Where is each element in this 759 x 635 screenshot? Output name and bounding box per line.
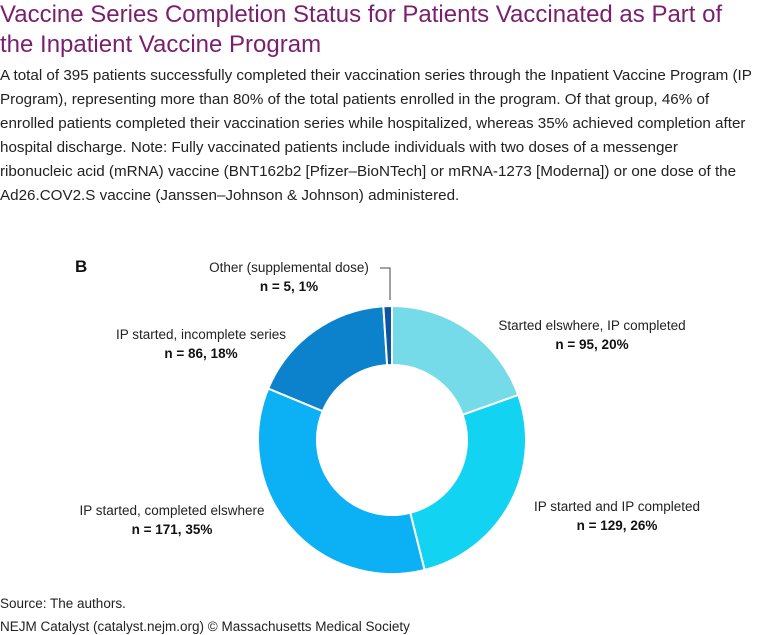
slice-labels: Started elswhere, IP completed n = 95, 20… bbox=[79, 260, 700, 537]
donut-chart: Started elswhere, IP completed n = 95, 20… bbox=[79, 260, 700, 575]
label-ip-started-completed-elsewhere-name: IP started, completed elswhere bbox=[79, 503, 264, 518]
label-started-elsewhere-name: Started elswhere, IP completed bbox=[498, 318, 685, 333]
donut-slices bbox=[257, 304, 527, 575]
label-other-supplemental-name: Other (supplemental dose) bbox=[209, 260, 369, 275]
slice-ip-started-incomplete bbox=[266, 305, 389, 413]
label-ip-started-completed-elsewhere-value: n = 171, 35% bbox=[132, 522, 213, 537]
leader-line-other bbox=[380, 267, 391, 300]
chart-title: Vaccine Series Completion Status for Pat… bbox=[0, 1, 723, 58]
label-started-elsewhere-value: n = 95, 20% bbox=[555, 337, 628, 352]
label-ip-started-completed-name: IP started and IP completed bbox=[534, 499, 700, 514]
label-ip-started-completed-value: n = 129, 26% bbox=[577, 518, 658, 533]
slice-other-supplemental bbox=[382, 304, 393, 367]
slice-ip-started-ip-completed bbox=[409, 393, 527, 572]
label-ip-started-incomplete-value: n = 86, 18% bbox=[164, 346, 237, 361]
slice-started-elsewhere-ip-completed bbox=[391, 304, 520, 417]
panel-label: B bbox=[75, 257, 88, 276]
slice-ip-started-completed-elsewhere bbox=[257, 387, 426, 575]
label-other-supplemental-value: n = 5, 1% bbox=[260, 279, 318, 294]
leader-lines bbox=[380, 267, 391, 300]
chart-description: A total of 395 patients successfully com… bbox=[0, 67, 752, 204]
label-ip-started-incomplete-name: IP started, incomplete series bbox=[116, 327, 286, 342]
credit-line: NEJM Catalyst (catalyst.nejm.org) © Mass… bbox=[0, 619, 410, 634]
source-note: Source: The authors. bbox=[0, 596, 126, 611]
